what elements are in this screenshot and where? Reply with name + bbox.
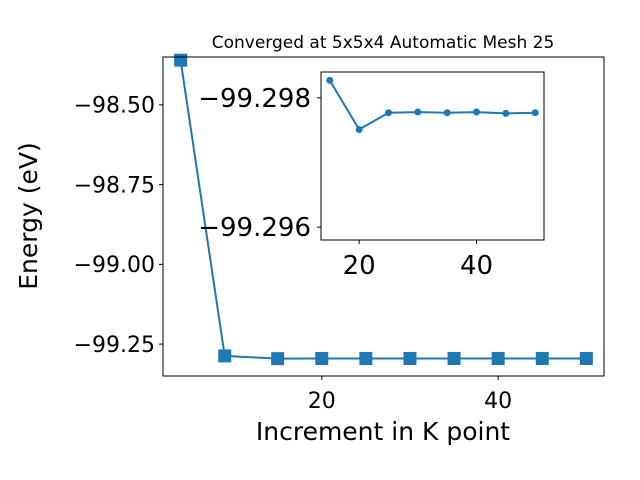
inset-data-point [502,109,510,117]
main-y-axis-label: Energy (eV) [14,142,43,289]
main-data-point [447,351,461,365]
main-x-tick-label: 20 [308,389,336,414]
main-y-tick-label: −98.50 [74,94,155,119]
inset-y-tick-label: −99.296 [198,213,311,243]
inset-x-tick-label: 20 [343,251,376,281]
main-y-tick-label: −98.75 [74,173,155,198]
inset-data-point [326,76,334,84]
main-x-tick-label: 40 [484,389,512,414]
inset-plot-area [321,72,544,240]
inset-data-point [473,108,481,116]
inset-data-point [414,108,422,116]
inset-series-line [328,79,536,131]
inset-data-point [384,109,392,117]
main-data-point [218,349,232,363]
main-x-axis-label: Increment in K point [256,417,510,446]
main-axes-frame [162,56,605,377]
main-y-tick-label: −99.25 [74,333,155,358]
main-chart-title: Converged at 5x5x4 Automatic Mesh 25 [212,33,555,53]
main-tick-group: 20 40 −98.50 −98.75 −99.00 −99.25 [74,94,513,414]
main-data-point [403,351,417,365]
inset-chart: 20 40 −99.298 −99.296 [198,71,545,281]
inset-x-tick-label: 40 [460,251,493,281]
inset-data-point [443,109,451,117]
inset-y-tick-label: −99.298 [198,84,311,114]
main-data-point [491,351,505,365]
inset-tick-group: 20 40 −99.298 −99.296 [198,84,493,281]
main-data-point [174,53,188,67]
main-data-point [359,352,373,366]
main-data-point [271,352,285,366]
main-data-point [535,351,549,365]
inset-data-point [531,109,539,117]
main-y-tick-label: −99.00 [74,253,155,278]
main-data-point [579,351,593,365]
inset-data-point [355,126,363,134]
inset-series-group [326,76,539,134]
inset-axes-frame [320,71,545,241]
main-data-point [315,351,329,365]
main-series-line [179,60,587,360]
